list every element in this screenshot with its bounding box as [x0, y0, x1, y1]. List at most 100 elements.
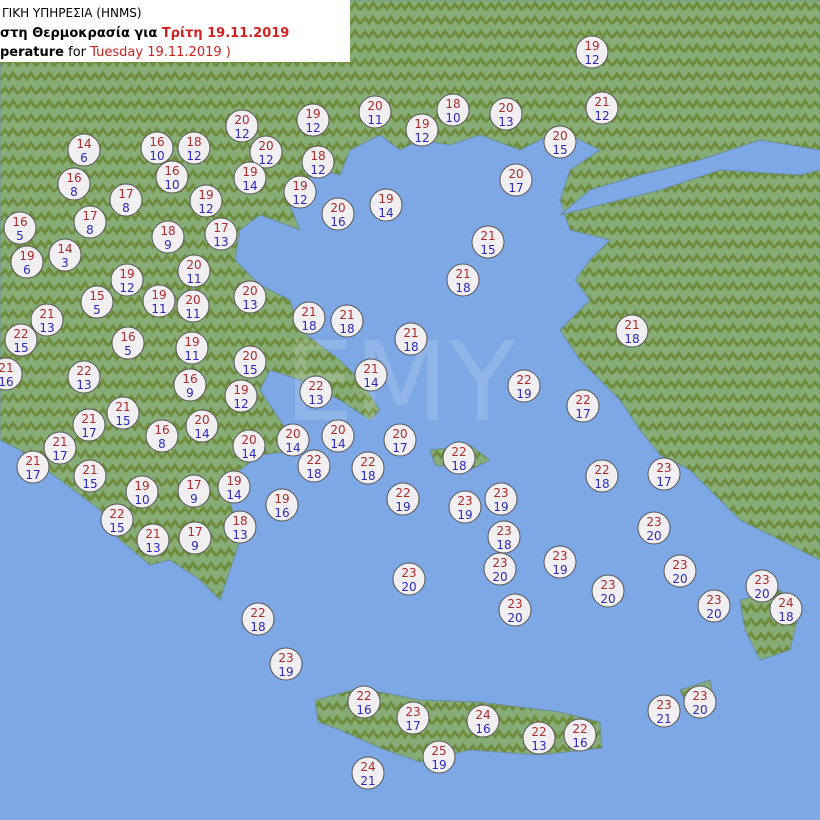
marker-circle	[442, 441, 476, 475]
max-temp: 21	[301, 305, 316, 319]
min-temp: 20	[706, 607, 721, 621]
max-temp: 19	[198, 188, 213, 202]
marker-circle	[30, 303, 64, 337]
marker-circle	[575, 35, 609, 69]
max-temp: 20	[285, 427, 300, 441]
marker-circle	[67, 360, 101, 394]
min-temp: 5	[124, 344, 132, 358]
min-temp: 19	[457, 508, 472, 522]
marker-circle	[321, 419, 355, 453]
max-temp: 21	[594, 95, 609, 109]
min-temp: 13	[242, 298, 257, 312]
max-temp: 17	[118, 187, 133, 201]
max-temp: 21	[145, 527, 160, 541]
max-temp: 19	[414, 117, 429, 131]
marker-circle	[297, 449, 331, 483]
min-temp: 18	[594, 477, 609, 491]
station-marker: 196	[10, 245, 44, 279]
max-temp: 22	[572, 722, 587, 736]
header-line3-for: for	[68, 45, 87, 60]
min-temp: 10	[149, 149, 164, 163]
max-temp: 19	[378, 192, 393, 206]
min-temp: 11	[184, 349, 199, 363]
min-temp: 20	[492, 570, 507, 584]
min-temp: 19	[516, 387, 531, 401]
max-temp: 23	[457, 494, 472, 508]
min-temp: 14	[378, 206, 393, 220]
marker-circle	[140, 131, 174, 165]
max-temp: 20	[234, 113, 249, 127]
marker-circle	[422, 740, 456, 774]
max-temp: 19	[292, 179, 307, 193]
max-temp: 20	[552, 129, 567, 143]
marker-circle	[507, 369, 541, 403]
min-temp: 20	[646, 529, 661, 543]
max-temp: 14	[57, 242, 72, 256]
marker-circle	[241, 602, 275, 636]
marker-circle	[585, 459, 619, 493]
marker-circle	[249, 135, 283, 169]
max-temp: 23	[493, 486, 508, 500]
max-temp: 18	[186, 135, 201, 149]
min-temp: 15	[82, 477, 97, 491]
max-temp: 21	[403, 326, 418, 340]
marker-circle	[136, 523, 170, 557]
marker-circle	[67, 133, 101, 167]
min-temp: 13	[531, 739, 546, 753]
marker-circle	[358, 95, 392, 129]
min-temp: 5	[93, 303, 101, 317]
min-temp: 12	[258, 153, 273, 167]
max-temp: 21	[115, 400, 130, 414]
marker-circle	[354, 358, 388, 392]
marker-circle	[498, 593, 532, 627]
min-temp: 16	[475, 722, 490, 736]
marker-circle	[769, 592, 803, 626]
marker-circle	[663, 554, 697, 588]
marker-circle	[155, 160, 189, 194]
max-temp: 14	[76, 137, 91, 151]
marker-circle	[233, 280, 267, 314]
marker-circle	[225, 109, 259, 143]
min-temp: 17	[392, 441, 407, 455]
max-temp: 18	[232, 514, 247, 528]
min-temp: 17	[52, 449, 67, 463]
marker-circle	[563, 718, 597, 752]
min-temp: 12	[305, 121, 320, 135]
max-temp: 19	[151, 288, 166, 302]
max-temp: 20	[330, 201, 345, 215]
min-temp: 13	[308, 393, 323, 407]
marker-circle	[543, 125, 577, 159]
min-temp: 17	[25, 468, 40, 482]
max-temp: 21	[480, 229, 495, 243]
max-temp: 19	[184, 335, 199, 349]
min-temp: 11	[186, 272, 201, 286]
max-temp: 19	[233, 383, 248, 397]
min-temp: 21	[360, 774, 375, 788]
marker-circle	[111, 326, 145, 360]
max-temp: 20	[330, 423, 345, 437]
min-temp: 11	[151, 302, 166, 316]
marker-circle	[386, 482, 420, 516]
max-temp: 21	[339, 308, 354, 322]
marker-circle	[436, 93, 470, 127]
min-temp: 17	[405, 719, 420, 733]
marker-circle	[499, 163, 533, 197]
marker-circle	[177, 474, 211, 508]
min-temp: 3	[61, 256, 69, 270]
marker-circle	[145, 419, 179, 453]
marker-circle	[73, 459, 107, 493]
marker-circle	[591, 574, 625, 608]
max-temp: 19	[242, 165, 257, 179]
